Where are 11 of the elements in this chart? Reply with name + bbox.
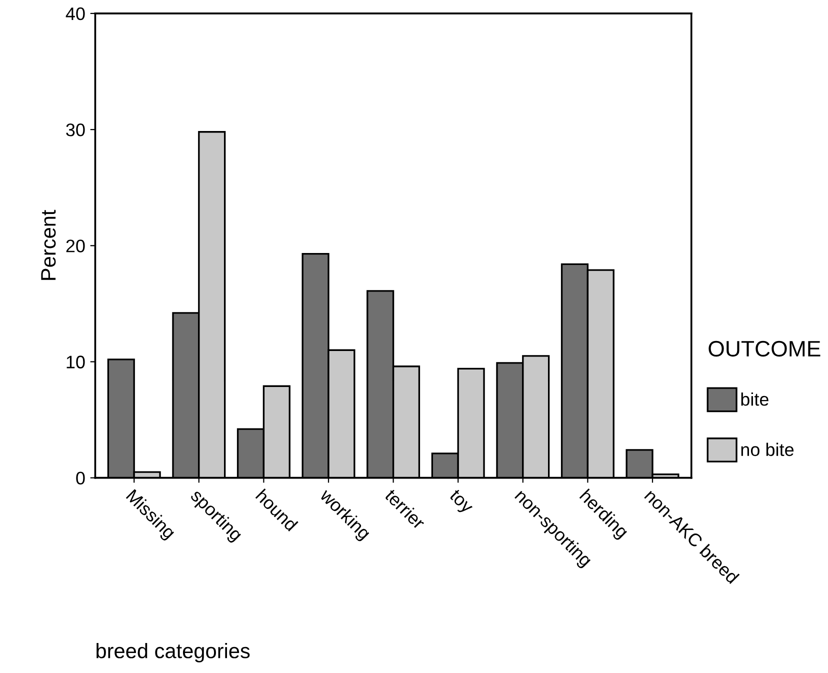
y-tick-label: 40 — [66, 7, 85, 20]
y-axis-title: Percent — [41, 210, 56, 280]
y-tick-label: 20 — [66, 240, 85, 252]
y-tick-label: 0 — [76, 472, 85, 485]
legend-label: no bite — [741, 442, 794, 456]
y-tick-label: 10 — [66, 356, 85, 368]
x-axis-title: breed categories — [96, 643, 250, 662]
legend-label: bite — [741, 392, 768, 406]
y-tick-label: 30 — [66, 123, 85, 136]
legend-title: OUTCOME — [708, 340, 820, 357]
x-tick-label: toy — [446, 488, 474, 516]
